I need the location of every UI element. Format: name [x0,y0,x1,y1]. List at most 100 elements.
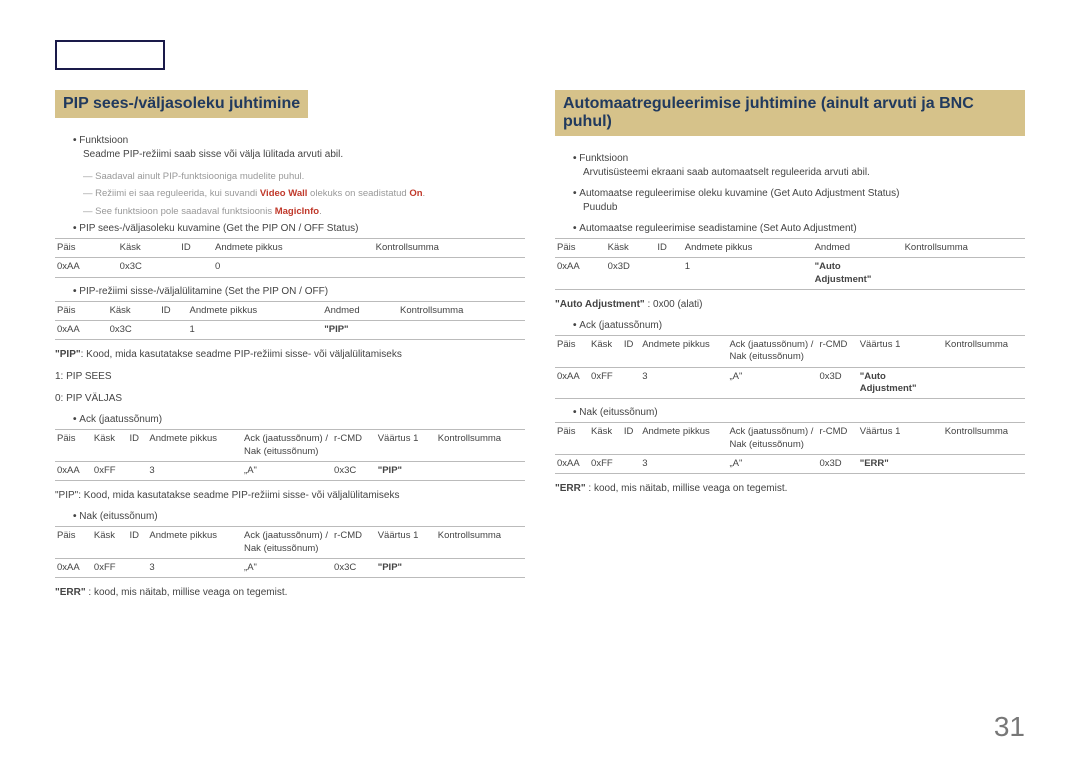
th: Kontrollsumma [374,238,525,257]
th: Kontrollsumma [398,301,525,320]
left-note-1: "PIP": Kood, mida kasutatakse seadme PIP… [55,348,525,362]
th: Andmete pikkus [640,423,727,455]
td: 0xFF [92,558,128,577]
td [622,455,640,474]
td: 0xAA [55,558,92,577]
th: Päis [555,423,589,455]
td [127,461,147,480]
left-bullet-4: Ack (jaatussõnum) [55,414,525,425]
th: Kontrollsumma [943,423,1025,455]
th: Andmete pikkus [640,336,727,368]
left-note-2: 1: PIP SEES [55,370,525,384]
td [655,258,682,290]
th: Andmete pikkus [147,527,242,559]
td [127,558,147,577]
right-table-1: Päis Käsk ID Andmete pikkus Andmed Kontr… [555,238,1025,290]
th: ID [622,336,640,368]
left-bullet-2: PIP sees-/väljasoleku kuvamine (Get the … [55,223,525,234]
td [903,258,1025,290]
page-number: 31 [994,711,1025,743]
th: Päis [55,238,118,257]
right-bullet-2b: Puudub [583,201,1025,215]
left-dash-1: Saadaval ainult PIP-funktsiooniga mudeli… [83,170,525,183]
th: r-CMD [332,430,376,462]
th: Andmete pikkus [188,301,323,320]
td: 0xAA [55,461,92,480]
th: r-CMD [817,423,857,455]
td: "PIP" [376,461,436,480]
th: ID [127,527,147,559]
td: "PIP" [322,320,398,339]
th: Käsk [92,527,128,559]
txt: olekuks on seadistatud [307,188,409,199]
left-table-2: Päis Käsk ID Andmete pikkus Andmed Kontr… [55,301,525,341]
td [179,258,213,277]
th: Kontrollsumma [436,527,525,559]
right-bullet-2: Automaatse reguleerimise oleku kuvamine … [555,188,1025,199]
th: Ack (jaatussõnum) / Nak (eitussõnum) [242,527,332,559]
td [943,367,1025,399]
txt: "ERR" [55,587,86,598]
th: Andmed [813,239,903,258]
txt: : kood, mis näitab, millise veaga on teg… [586,483,788,494]
td [374,258,525,277]
txt: "PIP" [55,349,81,360]
th: Käsk [118,238,180,257]
right-bullet-3: Automaatse reguleerimise seadistamine (S… [555,223,1025,234]
td: 0xFF [589,367,622,399]
td: 3 [147,558,242,577]
td: 0xFF [92,461,128,480]
th: Päis [555,336,589,368]
left-bullet-5: Nak (eitussõnum) [55,511,525,522]
td: 0 [213,258,374,277]
right-table-3: Päis Käsk ID Andmete pikkus Ack (jaatuss… [555,422,1025,474]
td: 0x3C [332,558,376,577]
td: „A" [242,558,332,577]
th: Päis [55,527,92,559]
td: 0x3D [606,258,656,290]
th: Päis [55,301,108,320]
td [159,320,187,339]
left-dash-3: See funktsioon pole saadaval funktsiooni… [83,205,525,218]
magicinfo: MagicInfo [275,206,319,217]
left-func-desc: Seadme PIP-režiimi saab sisse või välja … [83,148,525,162]
txt: : 0x00 (alati) [645,299,703,310]
left-dash-2: Režiimi ei saa reguleerida, kui suvandi … [83,187,525,200]
td: 1 [188,320,323,339]
txt: See funktsioon pole saadaval funktsiooni… [95,206,275,217]
right-table-2: Päis Käsk ID Andmete pikkus Ack (jaatuss… [555,335,1025,399]
th: Kontrollsumma [436,430,525,462]
th: Kontrollsumma [943,336,1025,368]
th: Käsk [606,239,656,258]
th: Andmete pikkus [213,238,374,257]
td [436,558,525,577]
td [622,367,640,399]
left-heading: PIP sees-/väljasoleku juhtimine [55,90,308,118]
th: Kontrollsumma [903,239,1025,258]
txt: "ERR" [555,483,586,494]
left-note-3: 0: PIP VÄLJAS [55,392,525,406]
th: Käsk [589,423,622,455]
td [398,320,525,339]
content-columns: PIP sees-/väljasoleku juhtimine Funktsio… [55,90,1025,608]
td: "PIP" [376,558,436,577]
left-err: "ERR" : kood, mis näitab, millise veaga … [55,586,525,600]
th: Käsk [108,301,160,320]
th: Väärtus 1 [376,430,436,462]
th: Käsk [589,336,622,368]
th: Käsk [92,430,128,462]
td: 0xAA [55,258,118,277]
th: Päis [555,239,606,258]
td: "ERR" [858,455,943,474]
th: ID [179,238,213,257]
right-err: "ERR" : kood, mis näitab, millise veaga … [555,482,1025,496]
right-heading: Automaatreguleerimise juhtimine (ainult … [555,90,1025,136]
left-bullet-3: PIP-režiimi sisse-/väljalülitamine (Set … [55,286,525,297]
td: 0x3C [118,258,180,277]
td: 3 [640,455,727,474]
left-table-3: Päis Käsk ID Andmete pikkus Ack (jaatuss… [55,429,525,481]
td: „A" [727,367,817,399]
right-bullet-5: Nak (eitussõnum) [555,407,1025,418]
td: 0xAA [555,367,589,399]
td: „A" [242,461,332,480]
